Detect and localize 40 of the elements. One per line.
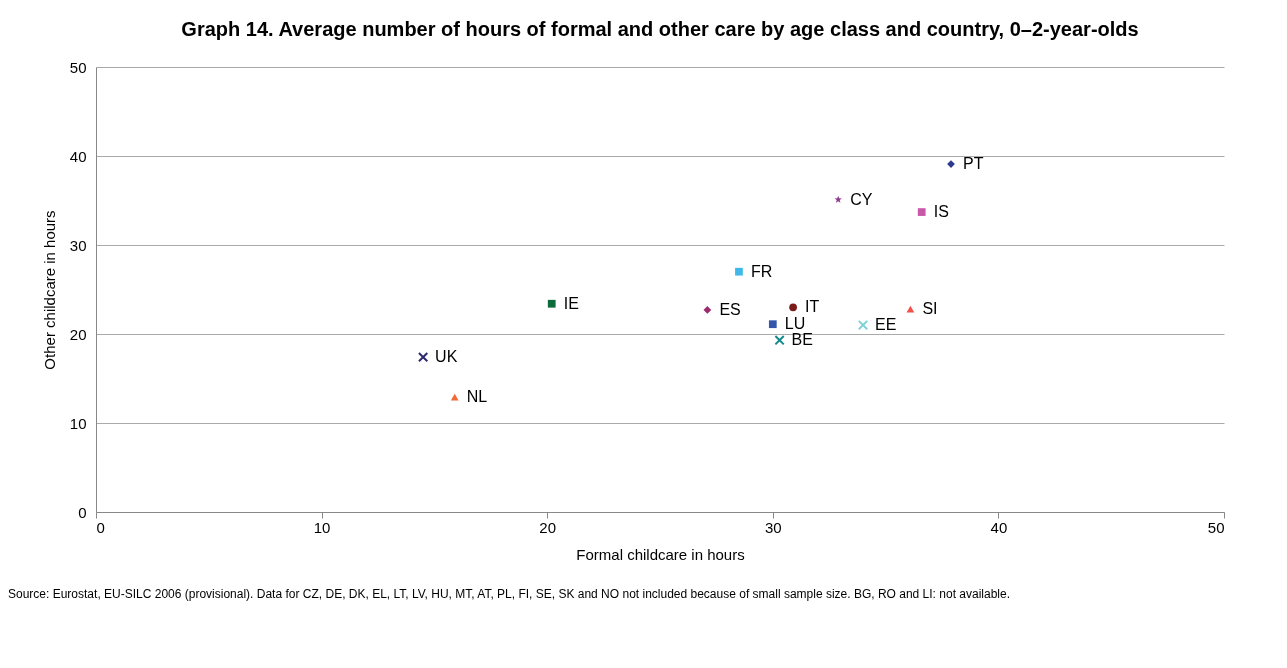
x-tick-label: 30 <box>764 518 782 536</box>
point <box>768 320 777 329</box>
series-label: IT <box>805 298 820 316</box>
x-axis-title: Formal childcare in hours <box>576 545 745 563</box>
series-label: IE <box>563 294 579 312</box>
point <box>834 195 842 203</box>
point <box>735 267 743 276</box>
y-tick-label: 0 <box>78 503 87 521</box>
point <box>789 303 797 312</box>
y-tick-label: 30 <box>69 236 87 254</box>
series-label: BE <box>791 331 813 349</box>
series-label: LU <box>784 315 806 333</box>
source-note: Source: Eurostat, EU-SILC 2006 (provisional). Data for CZ, DE, DK, EL, LT, LV, HU, MT, AT, PL, FI, SE, SK and NO not included because of small sample size. BG, RO and LI: not available. <box>8 587 1011 601</box>
point <box>450 393 459 401</box>
y-tick-label: 50 <box>69 58 87 76</box>
x-tick-label: 40 <box>990 518 1008 536</box>
x-tick-label: 10 <box>313 518 331 536</box>
series-label: EE <box>875 316 897 334</box>
point <box>857 319 869 331</box>
point <box>774 335 785 346</box>
point <box>703 306 712 314</box>
x-tick-label: 20 <box>539 518 557 536</box>
series-label: PT <box>963 155 984 173</box>
series-label: ES <box>719 300 741 318</box>
series-label: NL <box>466 388 488 406</box>
y-axis-title: Other childcare in hours <box>40 210 58 370</box>
series-label: UK <box>435 348 458 366</box>
y-tick-label: 40 <box>69 147 87 165</box>
series-label: IS <box>933 203 949 221</box>
series-label: SI <box>922 300 938 318</box>
point <box>417 351 429 363</box>
x-tick-label: 50 <box>1207 518 1225 536</box>
chart-title: Graph 14. Average number of hours of formal and other care by age class and country, 0–2-year-olds <box>181 18 1139 40</box>
series-label: CY <box>850 190 873 208</box>
y-tick-label: 20 <box>69 325 87 343</box>
point <box>917 208 926 216</box>
point <box>547 299 556 308</box>
x-tick-label: 0 <box>96 518 105 536</box>
y-tick-label: 10 <box>69 414 87 432</box>
series-label: FR <box>750 262 773 280</box>
